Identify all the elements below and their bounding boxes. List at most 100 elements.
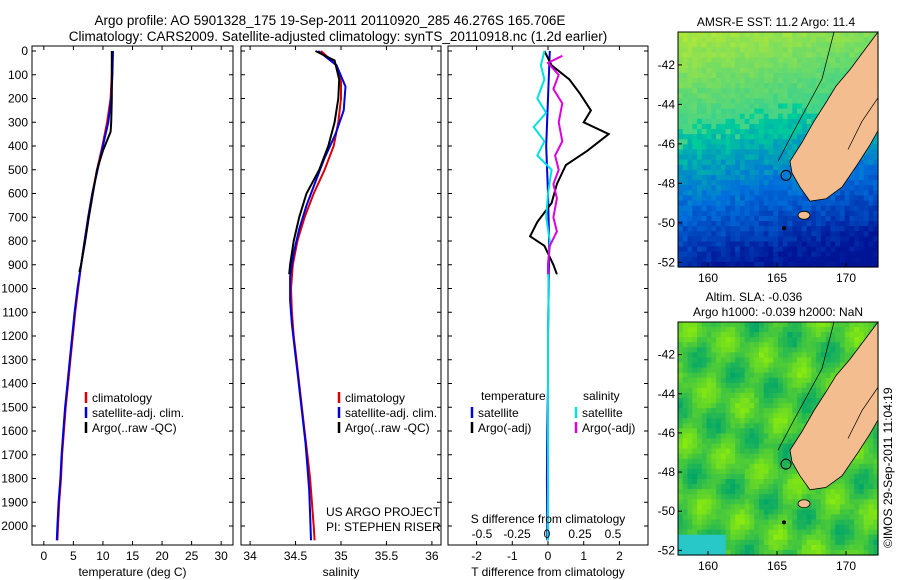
legend-label: satellite <box>478 406 519 420</box>
difference-x2-tick-label: 0.25 <box>568 527 592 541</box>
depth-tick-label: 1800 <box>1 472 28 486</box>
sla-profile-marker <box>780 458 792 470</box>
sla-contour <box>847 387 879 439</box>
depth-tick-label: 1200 <box>1 329 28 343</box>
sla-island <box>797 499 811 509</box>
sla-lon-label: 165 <box>767 559 787 573</box>
depth-tick-label: 1100 <box>2 305 28 319</box>
depth-tick-label: 300 <box>8 115 28 129</box>
sst-land-mass <box>789 30 879 202</box>
imos-credit: ©IMOS 29-Sep-2011 11:04:19 <box>881 387 895 549</box>
sla-map-frame <box>677 321 879 556</box>
depth-tick-label: 600 <box>8 187 28 201</box>
sla-small-island <box>782 520 786 525</box>
difference-x-tick-label: -2 <box>471 549 482 563</box>
salinity-plot-frame <box>240 45 442 546</box>
difference-series-line-1 <box>528 50 611 275</box>
depth-tick-label: 0 <box>21 44 28 58</box>
temperature-x-tick-label: 0 <box>40 549 47 563</box>
temperature-x-tick-label: 10 <box>96 549 110 563</box>
legend-label: Argo(..raw -QC) <box>92 421 177 435</box>
sla-map-title-line2: Argo h1000: -0.039 h2000: NaN <box>692 305 864 319</box>
legend-label: climatology <box>345 391 405 405</box>
project-annotation: US ARGO PROJECT <box>326 505 441 519</box>
temperature-x-tick-label: 15 <box>126 549 140 563</box>
sla-map-title-line1: Altim. SLA: -0.036 <box>705 290 803 304</box>
difference-x-tick-label: 0 <box>545 549 552 563</box>
sst-lat-label: -52 <box>658 255 676 269</box>
temperature-plot-frame <box>31 45 234 546</box>
depth-tick-label: 1700 <box>1 448 28 462</box>
legend-label: satellite <box>582 406 623 420</box>
salinity-x-axis-label: salinity <box>323 565 360 579</box>
difference-x2-tick-label: -0.5 <box>472 527 493 541</box>
sst-lon-label: 165 <box>767 271 787 285</box>
salinity-series-line-1 <box>289 50 347 541</box>
sla-lat-label: -48 <box>658 465 676 479</box>
difference-x2-tick-label: 0 <box>544 527 551 541</box>
sst-map-title: AMSR-E SST: 11.2 Argo: 11.4 <box>696 15 856 29</box>
sla-lat-label: -44 <box>658 387 676 401</box>
difference-x2-tick-label: -0.25 <box>503 527 531 541</box>
depth-tick-label: 200 <box>8 92 28 106</box>
sst-contour <box>777 31 835 162</box>
salinity-x-tick-label: 34 <box>243 549 257 563</box>
figure-title-line2: Climatology: CARS2009. Satellite-adjuste… <box>68 29 608 44</box>
depth-tick-label: 1600 <box>1 424 28 438</box>
legend-label: Argo(-adj) <box>478 421 531 435</box>
sla-lat-label: -50 <box>658 504 676 518</box>
depth-tick-label: 1900 <box>1 495 28 509</box>
temperature-series-line-1 <box>55 50 114 541</box>
legend-header-salinity: salinity <box>583 389 620 403</box>
temperature-x-axis-label: temperature (deg C) <box>78 565 186 579</box>
depth-tick-label: 1300 <box>1 353 28 367</box>
difference-x-tick-label: 2 <box>616 549 623 563</box>
legend-label: Argo(..raw -QC) <box>345 421 430 435</box>
sla-lat-label: -52 <box>658 543 676 557</box>
sst-lon-label: 170 <box>836 271 856 285</box>
sla-lon-label: 170 <box>836 559 856 573</box>
figure-title-line1: Argo profile: AO 5901328_175 19-Sep-2011… <box>94 13 566 28</box>
difference-series-line-3 <box>546 54 564 275</box>
salinity-x-tick-label: 36 <box>425 549 439 563</box>
sst-lat-label: -50 <box>658 216 676 230</box>
sst-lat-label: -42 <box>658 58 676 72</box>
depth-tick-label: 700 <box>8 210 28 224</box>
sla-lon-label: 160 <box>698 559 718 573</box>
legend-label: Argo(-adj) <box>582 421 635 435</box>
salinity-x-tick-label: 35 <box>334 549 348 563</box>
depth-tick-label: 500 <box>8 163 28 177</box>
depth-tick-label: 1500 <box>1 400 28 414</box>
legend-header-temperature: temperature <box>481 389 546 403</box>
temperature-series-line-2 <box>78 51 113 273</box>
difference-series-line-2 <box>532 50 553 541</box>
sst-contour <box>847 97 879 150</box>
sst-lat-label: -44 <box>658 97 676 111</box>
difference-x2-tick-label: 0.5 <box>605 527 622 541</box>
salinity-x-tick-label: 35.5 <box>375 549 399 563</box>
sst-lat-label: -46 <box>658 137 676 151</box>
depth-tick-label: 400 <box>8 139 28 153</box>
sla-land-mass <box>789 320 879 491</box>
project-annotation: PI: STEPHEN RISER <box>326 520 441 534</box>
depth-tick-label: 900 <box>8 258 28 272</box>
depth-tick-label: 1000 <box>1 282 28 296</box>
legend-label: satellite-adj. clim. <box>345 406 437 420</box>
legend-label: climatology <box>92 391 152 405</box>
difference-x-tick-label: 1 <box>580 549 587 563</box>
sst-map-frame <box>677 31 879 268</box>
legend-label: satellite-adj. clim. <box>92 406 184 420</box>
difference-x2-axis-label: S difference from climatology <box>471 512 626 526</box>
difference-x-tick-label: -1 <box>507 549 518 563</box>
temperature-x-tick-label: 5 <box>70 549 77 563</box>
difference-x-axis-label: T difference from climatology <box>471 565 625 579</box>
depth-tick-label: 2000 <box>1 519 28 533</box>
sla-lat-label: -42 <box>658 348 676 362</box>
depth-tick-label: 800 <box>8 234 28 248</box>
sst-lat-label: -48 <box>658 176 676 190</box>
sst-island <box>797 210 811 220</box>
temperature-x-tick-label: 25 <box>185 549 199 563</box>
sst-profile-marker <box>780 169 792 181</box>
temperature-x-tick-label: 30 <box>214 549 228 563</box>
